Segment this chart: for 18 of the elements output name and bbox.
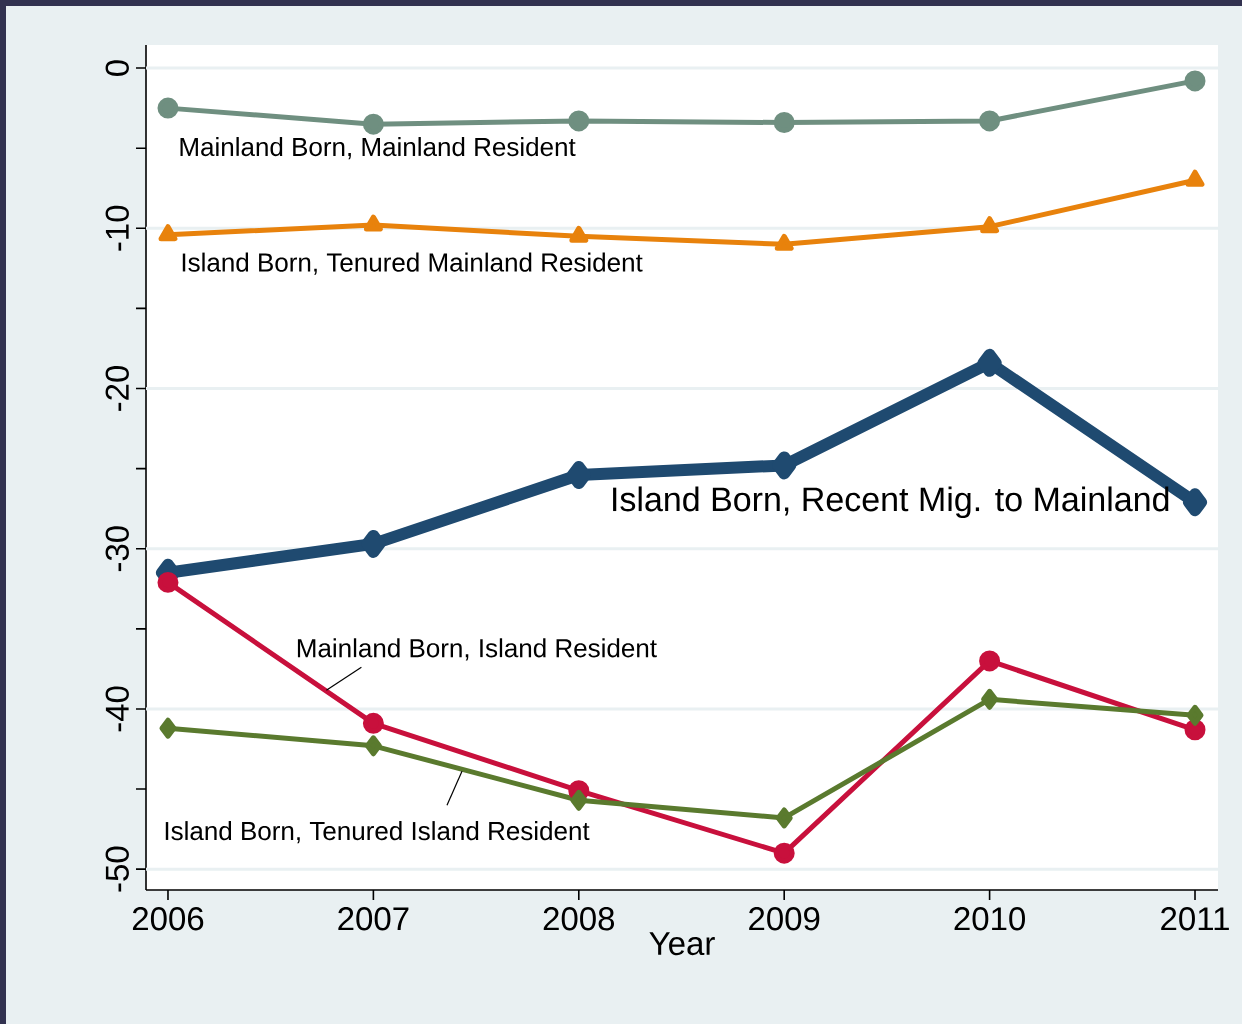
series-label: Mainland Born, Mainland Resident: [180, 137, 576, 160]
y-tick-label: 0: [105, 60, 129, 76]
y-tick-label: -30: [105, 526, 129, 572]
x-tick-label: 2007: [338, 907, 409, 931]
x-tick-label: 2011: [1161, 907, 1229, 931]
x-tick-label: 2009: [749, 907, 820, 931]
y-tick-label: -20: [105, 365, 129, 411]
series-label: Island Born, Tenured Island Resident: [165, 821, 590, 844]
series-label: Mainland Born, Island Resident: [297, 638, 657, 661]
x-tick-label: 2006: [132, 907, 204, 931]
y-tick-label: -40: [105, 686, 129, 732]
y-tick-label: -50: [105, 846, 129, 892]
series-label: Island Born, Recent Mig. to Mainland: [613, 486, 1169, 519]
y-tick-label: -10: [105, 205, 129, 251]
series-label: Island Born, Tenured Mainland Resident: [182, 252, 643, 275]
x-tick-label: 2010: [954, 907, 1025, 931]
x-tick-label: 2008: [543, 907, 615, 931]
x-axis-title: Year: [649, 932, 715, 956]
